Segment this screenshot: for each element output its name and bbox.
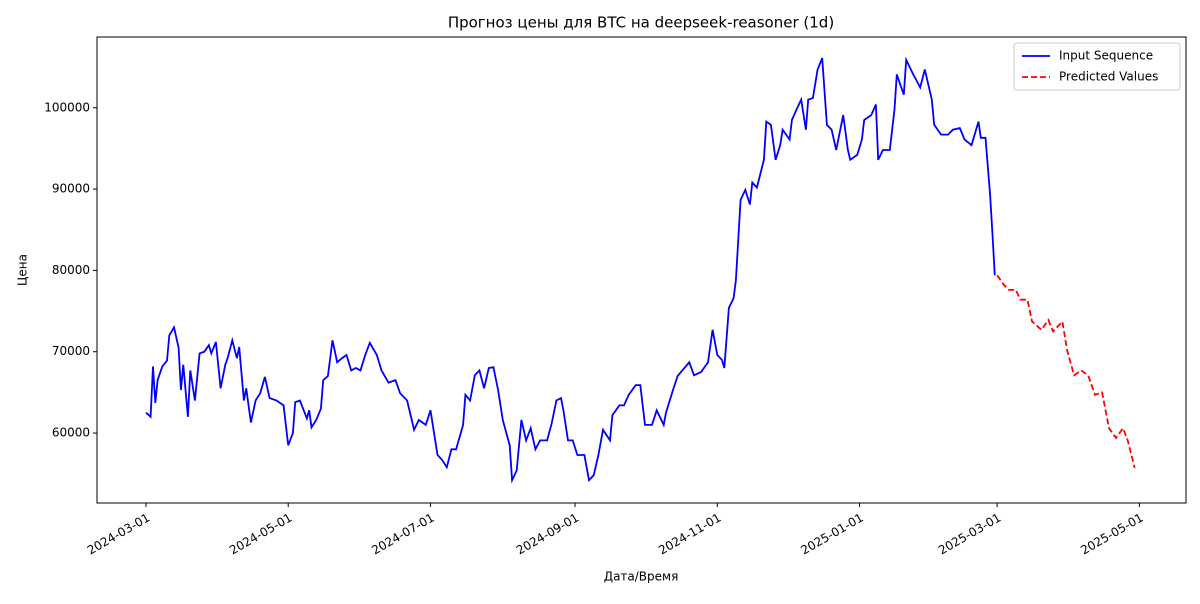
series-line: [996, 274, 1136, 469]
x-tick-label: 2024-11-01: [656, 511, 723, 558]
legend-label: Input Sequence: [1059, 49, 1153, 63]
legend-label: Predicted Values: [1059, 70, 1158, 84]
y-tick-label: 70000: [52, 344, 90, 358]
y-tick-label: 60000: [52, 426, 90, 440]
x-tick-label: 2024-03-01: [85, 511, 152, 558]
x-tick-label: 2025-05-01: [1078, 511, 1145, 558]
chart-title: Прогноз цены для BTC на deepseek-reasone…: [448, 14, 834, 32]
series-line: [145, 56, 996, 484]
x-tick-label: 2025-03-01: [936, 511, 1003, 558]
x-tick-label: 2024-05-01: [227, 511, 294, 558]
y-tick-label: 90000: [52, 182, 90, 196]
x-axis-label: Дата/Время: [604, 570, 679, 584]
x-tick-label: 2025-01-01: [798, 511, 865, 558]
legend-box: [1013, 42, 1181, 91]
x-tick-label: 2024-07-01: [369, 511, 436, 558]
y-axis-label: Цена: [16, 254, 30, 286]
y-tick-label: 100000: [44, 100, 90, 114]
plot-frame: [96, 36, 1187, 504]
y-tick-label: 80000: [52, 263, 90, 277]
x-tick-label: 2024-09-01: [514, 511, 581, 558]
